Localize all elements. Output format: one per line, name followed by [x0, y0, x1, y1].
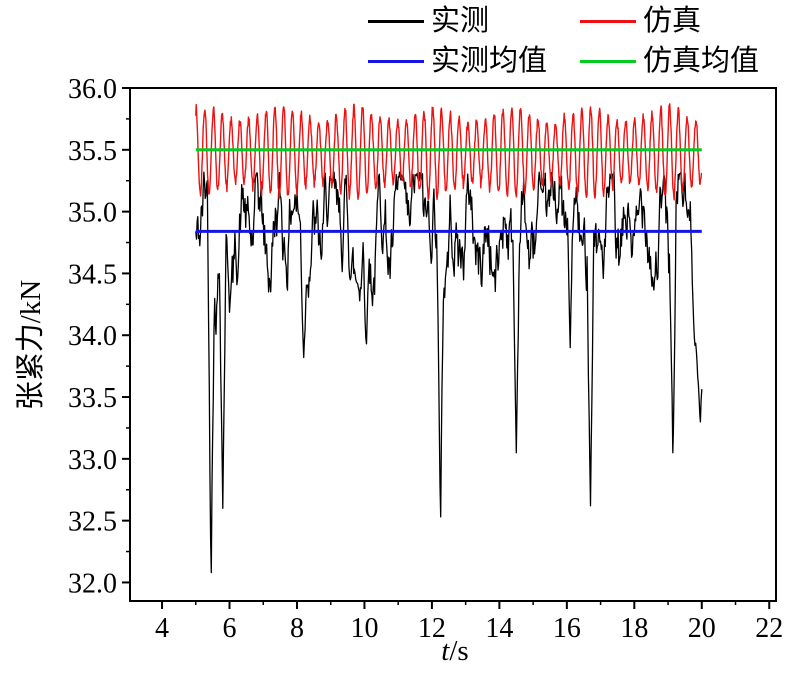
legend-item-measured-mean: 实测均值	[368, 44, 580, 78]
y-tick-label: 34.0	[68, 321, 117, 352]
x-tick-label: 6	[223, 613, 237, 644]
y-tick-label: 32.0	[68, 568, 117, 599]
y-axis-label: 张紧力/kN	[14, 280, 47, 411]
simulated-line	[195, 103, 703, 201]
legend-item-simulated-mean: 仿真均值	[580, 44, 760, 78]
legend-item-simulated: 仿真	[580, 5, 759, 38]
x-tick-label: 12	[418, 613, 446, 644]
y-tick-label: 35.5	[68, 136, 117, 167]
legend-item-measured: 实测	[368, 5, 580, 38]
axis-frame	[129, 87, 777, 602]
y-tick-label: 36.0	[68, 74, 117, 105]
axes-layer: 4 6 8 10 12 14 16 18 20 22 32.0 32.5 33.0 33.5 34.0 34.…	[68, 74, 783, 644]
legend-label-measured: 实测	[431, 5, 490, 37]
x-tick-label: 4	[155, 613, 169, 644]
measured-mean-line-swatch	[368, 60, 424, 64]
x-tick-label: 18	[620, 613, 648, 644]
legend-label-simulated: 仿真	[643, 5, 702, 37]
x-tick-label: 20	[688, 613, 716, 644]
x-tick-label: 14	[485, 613, 513, 644]
simulated-line-swatch	[580, 20, 636, 24]
legend-label-measured-mean: 实测均值	[431, 44, 548, 77]
y-tick-label: 33.5	[68, 383, 117, 414]
x-axis-unit: /s	[449, 635, 468, 667]
x-tick-label: 8	[290, 613, 304, 644]
measured-line	[195, 171, 703, 574]
series-layer	[195, 103, 703, 574]
chart-legend: 实测 仿真 实测均值 仿真均值	[368, 5, 760, 78]
legend-label-simulated-mean: 仿真均值	[643, 44, 760, 77]
x-axis-variable: t	[441, 635, 450, 667]
y-tick-label: 35.0	[68, 198, 117, 229]
y-tick-label: 34.5	[68, 259, 117, 290]
x-tick-label: 22	[755, 613, 783, 644]
x-tick-label: 10	[350, 613, 378, 644]
y-tick-label: 33.0	[68, 445, 117, 476]
x-tick-label: 16	[553, 613, 581, 644]
measured-line-swatch	[368, 20, 424, 24]
x-axis-label: t/s	[441, 635, 468, 667]
y-tick-label: 32.5	[68, 507, 117, 538]
simulated-mean-line-swatch	[580, 60, 636, 64]
